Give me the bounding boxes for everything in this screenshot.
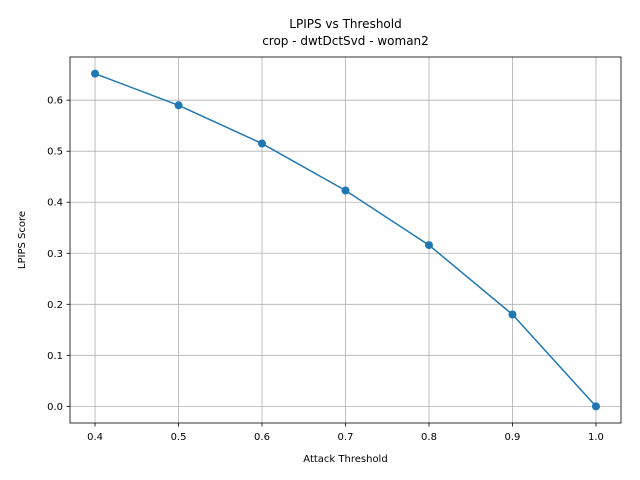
data-point xyxy=(508,310,517,319)
series-layer xyxy=(91,69,600,411)
data-point xyxy=(91,69,100,78)
data-point xyxy=(174,101,183,110)
y-tick-label: 0.6 xyxy=(47,96,63,107)
chart-title: LPIPS vs Threshold xyxy=(289,17,401,31)
grid-lines xyxy=(70,57,621,423)
y-tick-label: 0.3 xyxy=(47,249,63,260)
chart-subtitle: crop - dwtDctSvd - woman2 xyxy=(262,34,429,48)
data-point xyxy=(591,402,600,411)
plot-frame xyxy=(69,56,622,424)
axis-ticks: 0.4 0.5 0.6 0.7 0.8 0.9 1.0 0.0 0.1 0.2 0.3 0.4 0.5 0… xyxy=(47,96,604,443)
data-point xyxy=(424,241,433,250)
x-tick-label: 0.6 xyxy=(254,432,270,443)
x-tick-label: 0.9 xyxy=(505,432,521,443)
y-tick-label: 0.2 xyxy=(47,300,63,311)
x-tick-label: 0.5 xyxy=(171,432,187,443)
y-tick-label: 0.4 xyxy=(47,198,63,209)
data-point xyxy=(341,186,350,195)
x-tick-label: 0.7 xyxy=(338,432,354,443)
data-point xyxy=(258,139,267,148)
y-axis-label: LPIPS Score xyxy=(17,211,28,269)
y-tick-label: 0.0 xyxy=(47,402,63,413)
x-tick-label: 0.8 xyxy=(421,432,437,443)
x-axis-label: Attack Threshold xyxy=(303,454,387,465)
y-tick-label: 0.5 xyxy=(47,147,63,158)
x-tick-label: 1.0 xyxy=(588,432,604,443)
x-tick-label: 0.4 xyxy=(87,432,103,443)
y-tick-label: 0.1 xyxy=(47,351,63,362)
